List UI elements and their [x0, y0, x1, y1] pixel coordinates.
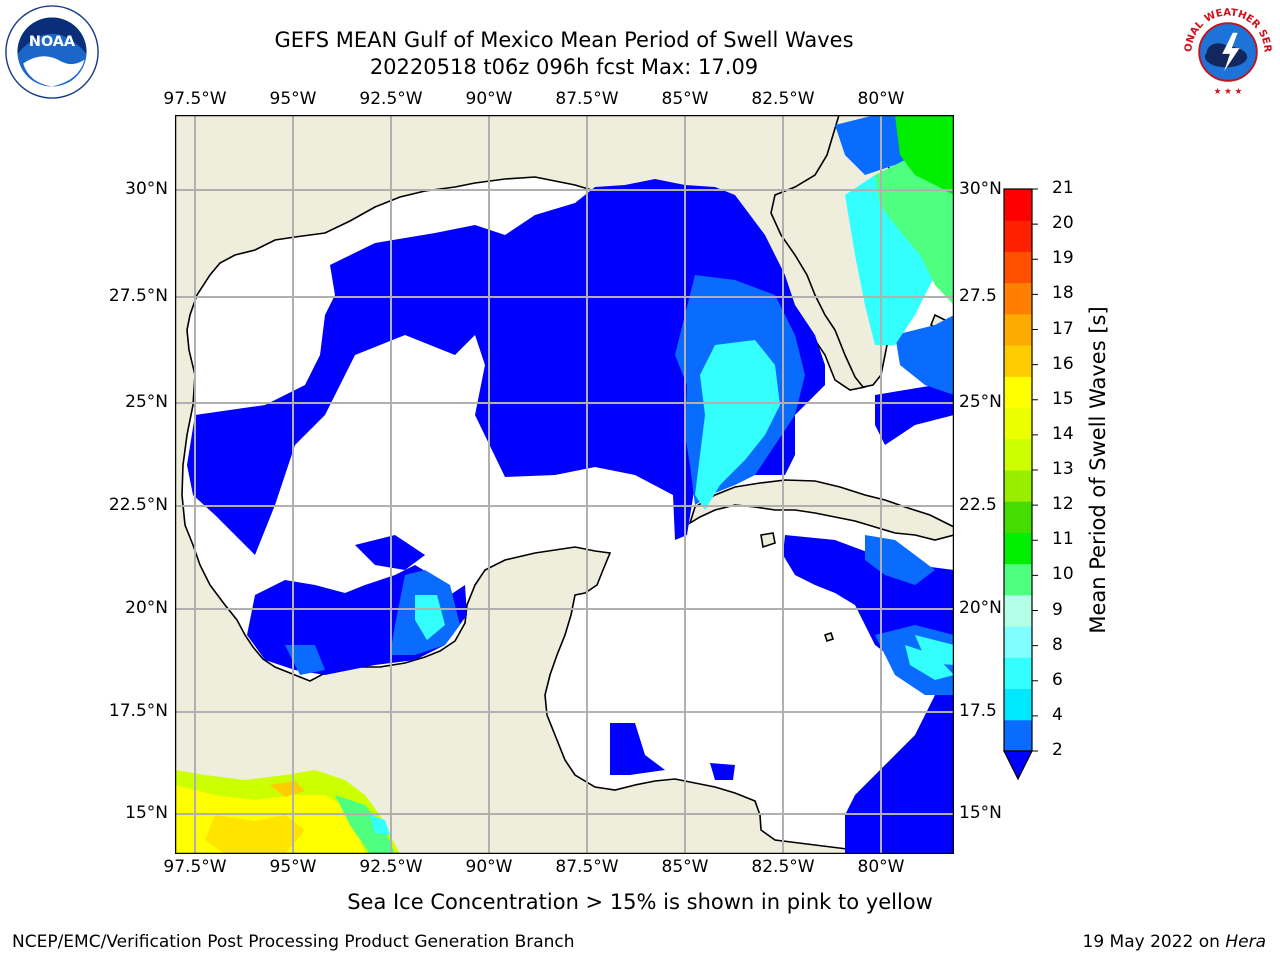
lon-label-bottom: 90°W — [465, 857, 513, 877]
lat-label-right: 20°N — [959, 598, 1002, 618]
colorbar-tick-label: 20 — [1052, 213, 1074, 234]
colorbar-segment — [1004, 438, 1032, 471]
colorbar-segment — [1004, 626, 1032, 658]
lon-label-bottom: 87.5°W — [555, 857, 619, 877]
graticule — [175, 115, 954, 854]
svg-text:NOAA: NOAA — [29, 34, 76, 50]
colorbar-segment — [1004, 688, 1032, 721]
svg-text:★ ★ ★: ★ ★ ★ — [1214, 87, 1243, 97]
colorbar-segment — [1004, 501, 1032, 533]
lat-label-left: 17.5°N — [108, 701, 168, 721]
colorbar-tick-label: 6 — [1052, 669, 1063, 690]
lon-label-top: 87.5°W — [555, 89, 619, 109]
lon-label-top: 95°W — [269, 89, 317, 109]
colorbar-segment — [1004, 220, 1032, 252]
colorbar-tick-label: 14 — [1052, 423, 1074, 444]
colorbar-segment — [1004, 376, 1032, 409]
footer-host: Hera — [1225, 932, 1266, 952]
colorbar-segment — [1004, 470, 1032, 502]
map-panel — [175, 115, 954, 854]
nws-logo: NATIONAL WEATHER SERVICE ★ ★ ★ — [1180, 4, 1274, 97]
colorbar-tick-label: 2 — [1052, 740, 1063, 760]
swell-field-9-12 — [875, 155, 954, 305]
lat-label-left: 25°N — [125, 392, 168, 412]
colorbar-tick-label: 21 — [1052, 178, 1074, 198]
colorbar-segment — [1004, 532, 1032, 565]
colorbar-segment — [1004, 313, 1032, 346]
sea-ice-note-text: Sea Ice Concentration > 15% is shown in … — [347, 890, 933, 914]
lat-label-right: 17.5 — [959, 701, 997, 721]
lon-label-top: 85°W — [661, 89, 709, 109]
swell-field-10-11 — [895, 115, 954, 195]
lon-label-top: 80°W — [857, 89, 905, 109]
lat-label-left: 22.5°N — [108, 495, 168, 515]
colorbar-tick-label: 15 — [1052, 388, 1074, 409]
colorbar-tick-label: 4 — [1052, 704, 1063, 725]
colorbar-under-extension — [1003, 750, 1033, 781]
colorbar-tick-label: 12 — [1052, 494, 1074, 515]
lon-label-top: 82.5°W — [751, 89, 815, 109]
colorbar-tick-label: 11 — [1052, 529, 1074, 550]
lon-label-bottom: 82.5°W — [751, 857, 815, 877]
colorbar-segment — [1004, 563, 1032, 596]
colorbar-tick-label: 17 — [1052, 318, 1074, 339]
lon-label-top: 90°W — [465, 89, 513, 109]
colorbar-segment — [1004, 407, 1032, 440]
colorbar-tick-label: 18 — [1052, 283, 1074, 304]
chart-subtitle: 20220518 t06z 096h fcst Max: 17.09 — [369, 55, 759, 79]
lon-label-top: 92.5°W — [359, 89, 423, 109]
colorbar-segment — [1004, 251, 1032, 284]
lon-label-top: 97.5°W — [163, 89, 227, 109]
colorbar-segment — [1004, 345, 1032, 377]
lat-label-left: 20°N — [125, 598, 168, 618]
lat-label-right: 22.5 — [959, 495, 997, 515]
footer-date: 19 May 2022 on Hera — [1083, 932, 1267, 952]
lat-label-left: 30°N — [125, 179, 168, 199]
noaa-logo: NOAA — [5, 5, 99, 99]
footer-credit: NCEP/EMC/Verification Post Processing Pr… — [12, 932, 575, 952]
lon-label-bottom: 85°W — [661, 857, 709, 877]
colorbar-tick-label: 10 — [1052, 564, 1074, 585]
sea-ice-note: Sea Ice Concentration > 15% is shown in … — [0, 890, 1280, 914]
lat-label-right: 27.5 — [959, 286, 997, 306]
colorbar-segment — [1004, 657, 1032, 690]
lon-label-bottom: 92.5°W — [359, 857, 423, 877]
swell-field-caribbean-sw — [175, 770, 400, 854]
lon-label-bottom: 95°W — [269, 857, 317, 877]
lon-label-bottom: 80°W — [857, 857, 905, 877]
lat-label-right: 25°N — [959, 392, 1002, 412]
colorbar — [1003, 188, 1038, 781]
colorbar-segment — [1004, 189, 1032, 221]
chart-title: GEFS MEAN Gulf of Mexico Mean Period of … — [274, 28, 854, 52]
colorbar-tick-label: 16 — [1052, 353, 1074, 374]
colorbar-tick-label: 8 — [1052, 634, 1063, 655]
footer-date-text: 19 May 2022 on — [1082, 932, 1226, 952]
lon-label-bottom: 97.5°W — [163, 857, 227, 877]
lat-label-left: 27.5°N — [108, 286, 168, 306]
colorbar-title: Mean Period of Swell Waves [s] — [1086, 306, 1110, 634]
colorbar-segment — [1004, 282, 1032, 315]
colorbar-tick-label: 19 — [1052, 248, 1074, 269]
colorbar-tick-label: 13 — [1052, 459, 1074, 479]
lat-label-right: 30°N — [959, 179, 1002, 199]
lat-label-right: 15°N — [959, 803, 1002, 823]
colorbar-tick-label: 9 — [1052, 599, 1063, 620]
colorbar-segment — [1004, 719, 1032, 752]
colorbar-segment — [1004, 594, 1032, 627]
lat-label-left: 15°N — [125, 803, 168, 823]
